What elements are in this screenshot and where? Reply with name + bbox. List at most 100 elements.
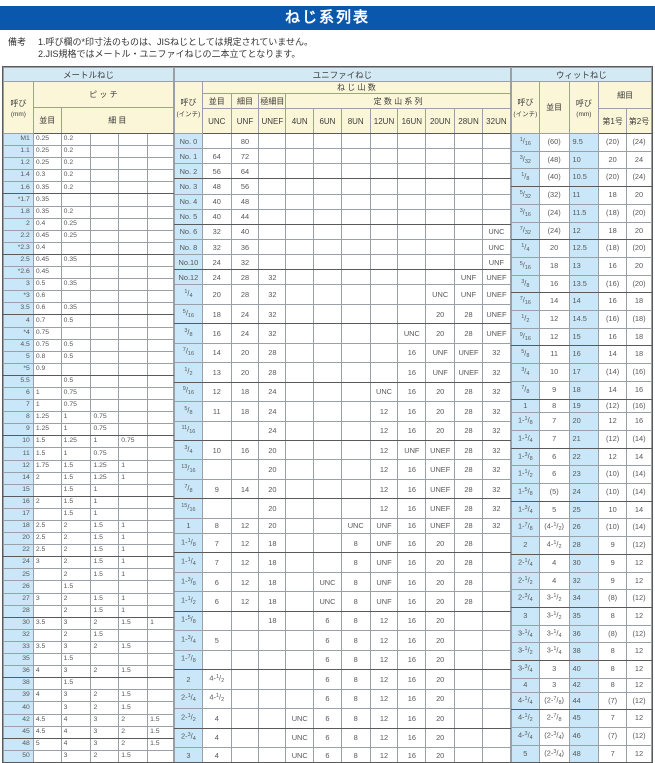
- metric-row: 2 0.4 0.25: [3, 217, 174, 231]
- cell: [397, 148, 427, 165]
- cell: (20): [626, 203, 652, 223]
- cell: [90, 169, 120, 183]
- cell: 1: [118, 592, 149, 606]
- cell: [147, 556, 174, 570]
- cell: 20: [230, 362, 260, 383]
- cell: (16): [626, 398, 652, 414]
- cell: 35: [3, 653, 34, 667]
- cell: (8): [598, 624, 628, 644]
- cell: 24: [258, 401, 287, 422]
- cell: 21: [568, 429, 600, 449]
- cell: 3: [538, 660, 570, 679]
- cell: [454, 708, 483, 729]
- cell: 10: [201, 440, 232, 461]
- cell: 1-3/4: [173, 630, 203, 651]
- cell: 12: [626, 642, 652, 662]
- cell: [118, 362, 149, 376]
- whitworth-row: 3 3-1/2 35 8 12: [510, 606, 652, 626]
- cell: [258, 630, 287, 651]
- cell: 7: [3, 399, 34, 413]
- cell: 2-1/4: [173, 688, 203, 710]
- cell: 20: [258, 517, 287, 534]
- cell: [147, 640, 174, 655]
- cell: 2: [90, 640, 120, 655]
- cell: 18: [626, 327, 652, 347]
- cell: [118, 386, 149, 401]
- cell: [285, 498, 315, 519]
- cell: 12: [369, 610, 399, 632]
- cell: 0.5: [60, 350, 92, 364]
- cell: [147, 362, 174, 376]
- cell: 28: [454, 323, 483, 344]
- cell: 0.35: [32, 193, 62, 207]
- cell: 6: [313, 610, 342, 632]
- cell: 3: [32, 556, 62, 570]
- cell: [369, 208, 399, 225]
- cell: [369, 223, 399, 240]
- cell: No. 1: [173, 148, 203, 165]
- cell: 8: [340, 688, 371, 710]
- cell: No. 3: [173, 178, 203, 195]
- cell: 8: [340, 727, 371, 748]
- whitworth-row: 9/16 12 15 16 18: [510, 327, 652, 347]
- cell: [369, 132, 399, 150]
- cell: 30: [568, 553, 600, 573]
- cell: 16: [397, 630, 427, 651]
- cell: [313, 532, 342, 554]
- metric-row: 45 4.5 4 3 2 1.5: [3, 725, 174, 739]
- cell: [481, 178, 511, 195]
- cell: 8: [598, 642, 628, 662]
- cell: UNF: [369, 552, 399, 573]
- cell: 20: [425, 630, 456, 651]
- unified-unc-header: UNC: [201, 108, 232, 134]
- cell: [369, 163, 399, 180]
- cell: 1.5: [147, 725, 174, 739]
- cell: 16: [568, 345, 600, 365]
- cell: [147, 447, 174, 461]
- whitworth-thread-table: ウィットねじ 呼び (インチ) 並目 呼び (mm) 細目 第1号 第2号 1/16…: [510, 67, 653, 763]
- cell: [313, 401, 342, 422]
- cell: (10): [598, 465, 628, 485]
- unified-row: 1/2 13 20 28 16 UNF UNEF 32: [173, 362, 511, 383]
- cell: 4-1/2: [201, 669, 232, 690]
- cell: 32: [481, 381, 511, 403]
- cell: [397, 269, 427, 286]
- cell: *5: [3, 362, 34, 376]
- cell: [147, 253, 174, 268]
- cell: 1.5: [90, 556, 120, 570]
- cell: (2-7/8): [538, 691, 570, 711]
- unified-row: No. 6 32 40 UNC: [173, 223, 511, 240]
- cell: 16: [397, 362, 427, 383]
- cell: (4-1/2): [538, 518, 570, 538]
- metric-row: 33 3.5 3 2 1.5: [3, 640, 174, 655]
- cell: 4-1/2: [510, 709, 540, 728]
- cell: [32, 568, 62, 582]
- cell: 4: [510, 677, 540, 693]
- cell: 16: [598, 256, 628, 276]
- cell: 3: [60, 665, 92, 679]
- cell: 1.5: [60, 580, 92, 594]
- cell: [285, 630, 315, 651]
- whitworth-fine-no1-header: 第1号: [598, 108, 628, 134]
- cell: UNC: [313, 571, 342, 593]
- cell: 0.2: [60, 157, 92, 171]
- unified-row: 1-3/8 6 12 18 UNC 8 UNF 16 20 28: [173, 571, 511, 593]
- cell: [147, 290, 174, 304]
- cell: 33: [3, 640, 34, 655]
- cell: 12: [3, 459, 34, 473]
- cell: [454, 148, 483, 165]
- unified-row: 7/8 9 14 20 12 16 UNEF 28 32: [173, 478, 511, 500]
- cell: [454, 238, 483, 256]
- cell: 8: [340, 746, 371, 763]
- metric-row: 28 2 1.5 1: [3, 604, 174, 618]
- unified-row: No.10 24 32 UNF: [173, 254, 511, 271]
- cell: 1.25: [32, 423, 62, 437]
- cell: [32, 628, 62, 642]
- cell: [258, 223, 287, 240]
- cell: 4: [538, 553, 570, 573]
- cell: [425, 163, 456, 180]
- unified-section-title: ユニファイねじ: [173, 67, 511, 82]
- cell: [340, 303, 371, 325]
- cell: 32: [481, 362, 511, 383]
- cell: [90, 374, 120, 388]
